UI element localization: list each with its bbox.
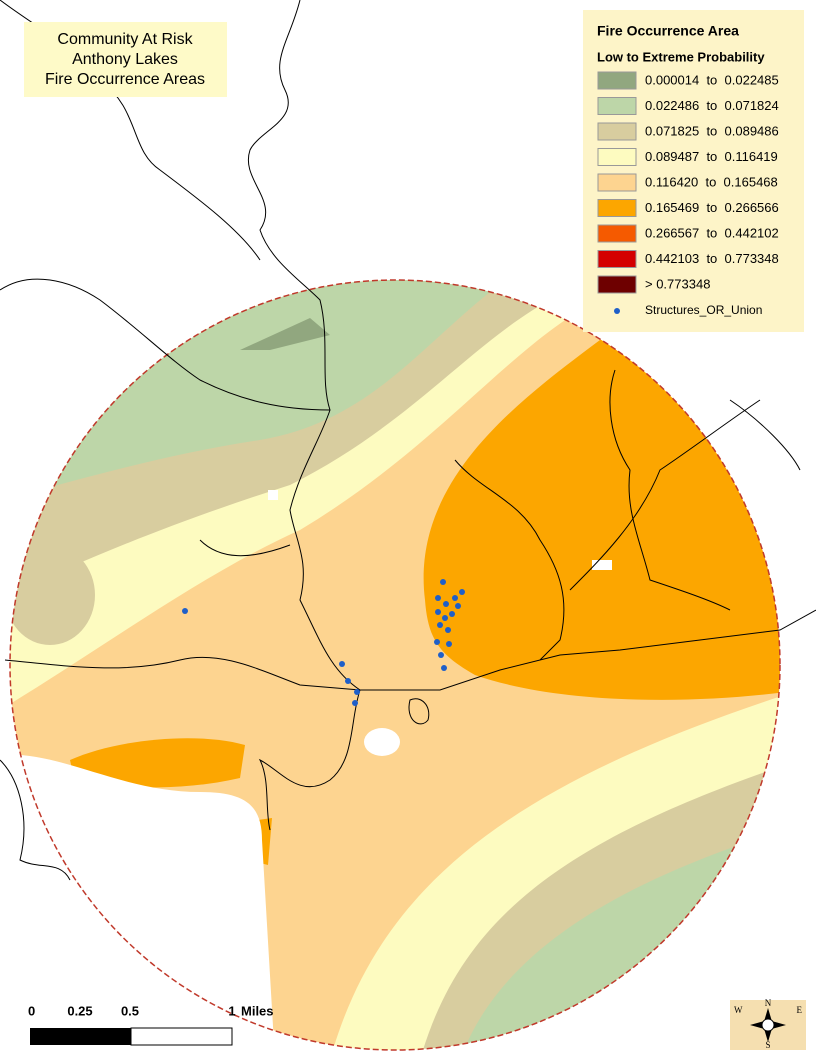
title-line: Fire Occurrence Areas <box>45 71 205 88</box>
compass-e: E <box>797 1005 803 1015</box>
structure-point <box>339 661 345 667</box>
structure-point <box>182 608 188 614</box>
legend-swatch <box>597 199 637 217</box>
area-outline <box>9 279 781 1051</box>
compass-w: W <box>734 1005 743 1015</box>
title-box <box>24 22 227 97</box>
scale-label: 0.5 <box>121 1003 139 1018</box>
legend-swatch <box>597 122 637 141</box>
legend-label: > 0.773348 <box>645 276 710 291</box>
scale-segment <box>130 1027 233 1046</box>
roads <box>0 0 816 881</box>
scale-bar: 0 0.25 0.5 1 Miles <box>28 1003 274 1046</box>
structure-point <box>441 665 447 671</box>
structure-point <box>434 639 440 645</box>
legend-swatch <box>614 308 620 314</box>
legend-label: 0.266567 to 0.442102 <box>645 225 779 240</box>
legend-swatch <box>597 97 637 115</box>
structure-point <box>452 595 458 601</box>
scale-label: 1 <box>228 1003 235 1018</box>
scale-label: 0.25 <box>67 1003 92 1018</box>
legend-label: 0.000014 to 0.022485 <box>645 72 779 87</box>
structure-point <box>459 589 465 595</box>
legend-label: 0.022486 to 0.071824 <box>645 98 779 113</box>
legend-swatch <box>597 224 637 243</box>
legend-swatch <box>597 275 637 294</box>
title: Community At Risk Anthony Lakes Fire Occur… <box>45 31 205 88</box>
legend-label: 0.071825 to 0.089486 <box>645 123 779 138</box>
structure-point <box>345 678 351 684</box>
structure-point <box>455 603 461 609</box>
structure-point <box>449 611 455 617</box>
scale-label: 0 <box>28 1003 35 1018</box>
structures <box>182 579 465 706</box>
legend-swatch <box>597 71 637 90</box>
structure-point <box>437 622 443 628</box>
scale-unit: Miles <box>241 1003 274 1018</box>
structure-point <box>440 579 446 585</box>
legend-swatch <box>597 250 637 268</box>
scale-segment <box>30 1028 131 1045</box>
legend-items: 0.000014 to 0.022485 0.022486 to 0.071824… <box>597 71 779 317</box>
structure-point <box>442 615 448 621</box>
legend-swatch <box>597 148 637 166</box>
legend-title: Fire Occurrence Area <box>597 23 739 39</box>
compass-s: S <box>765 1040 770 1050</box>
title-line: Community At Risk <box>57 31 193 48</box>
structure-point <box>435 595 441 601</box>
title-line: Anthony Lakes <box>72 51 178 68</box>
structure-point <box>445 627 451 633</box>
legend-label: 0.165469 to 0.266566 <box>645 200 779 215</box>
legend-subtitle: Low to Extreme Probability <box>597 49 765 64</box>
structure-point <box>435 609 441 615</box>
structure-point <box>354 689 360 695</box>
structure-point <box>438 652 444 658</box>
legend-swatch <box>597 173 637 192</box>
legend-label: Structures_OR_Union <box>645 303 762 317</box>
structure-point <box>443 601 449 607</box>
legend-label: 0.089487 to 0.116419 <box>645 149 778 164</box>
compass-rose <box>750 1008 786 1042</box>
structure-point <box>446 641 452 647</box>
legend-label: 0.442103 to 0.773348 <box>645 251 779 266</box>
structure-point <box>352 700 358 706</box>
compass-n: N <box>765 998 772 1008</box>
legend-label: 0.116420 to 0.165468 <box>645 174 778 189</box>
